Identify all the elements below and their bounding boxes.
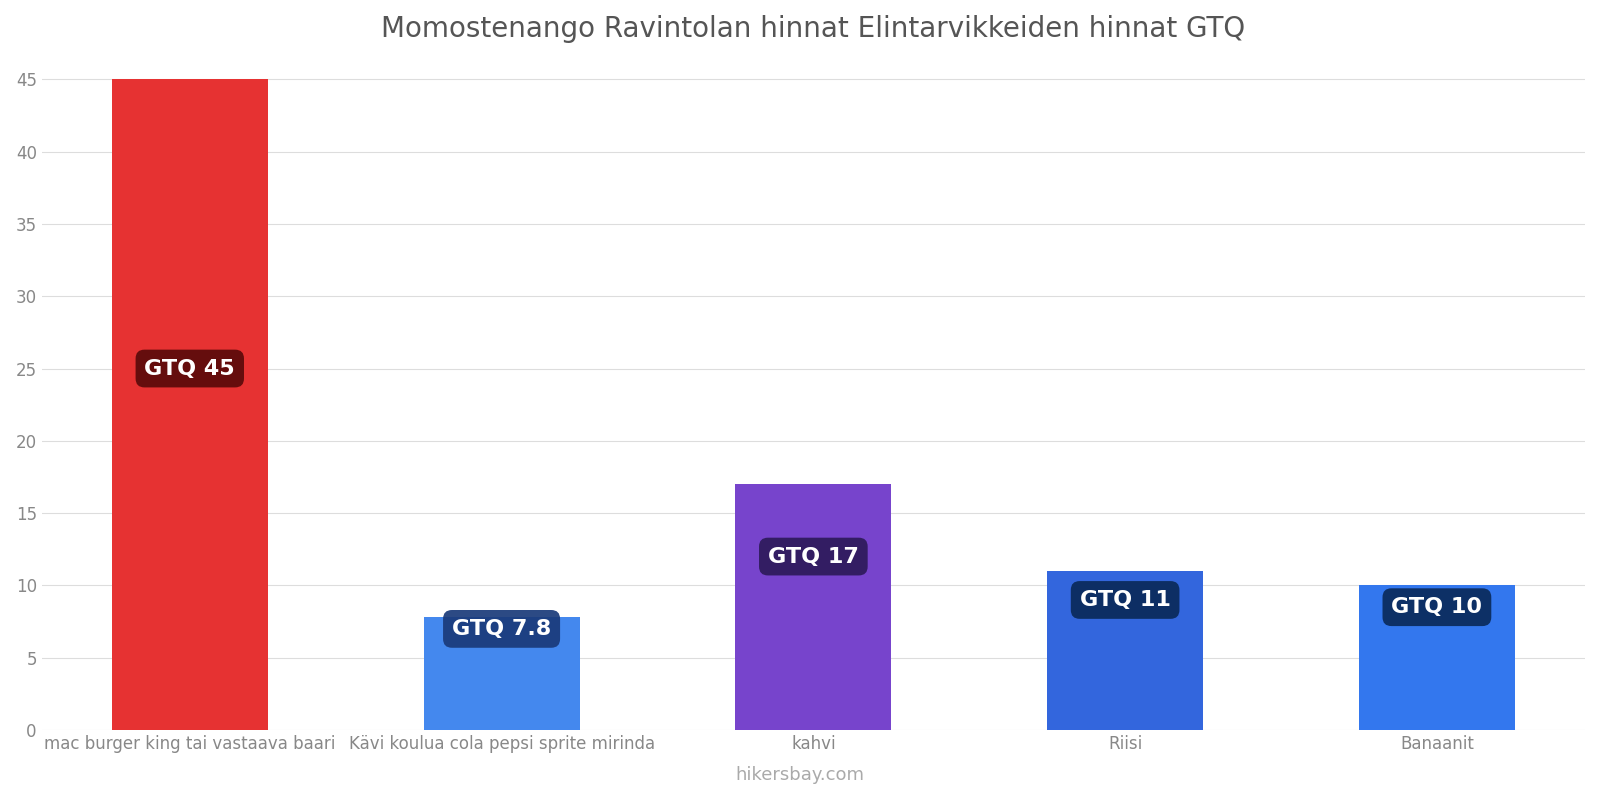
Title: Momostenango Ravintolan hinnat Elintarvikkeiden hinnat GTQ: Momostenango Ravintolan hinnat Elintarvi… bbox=[381, 15, 1245, 43]
Text: hikersbay.com: hikersbay.com bbox=[736, 766, 864, 784]
Bar bbox=[424, 618, 579, 730]
Text: GTQ 11: GTQ 11 bbox=[1080, 590, 1171, 610]
Text: GTQ 10: GTQ 10 bbox=[1392, 597, 1483, 617]
Bar bbox=[736, 484, 891, 730]
Bar bbox=[1046, 571, 1203, 730]
Text: GTQ 7.8: GTQ 7.8 bbox=[451, 619, 550, 639]
Bar bbox=[1358, 586, 1515, 730]
Text: GTQ 17: GTQ 17 bbox=[768, 546, 859, 566]
Text: GTQ 45: GTQ 45 bbox=[144, 358, 235, 378]
Bar bbox=[112, 79, 267, 730]
